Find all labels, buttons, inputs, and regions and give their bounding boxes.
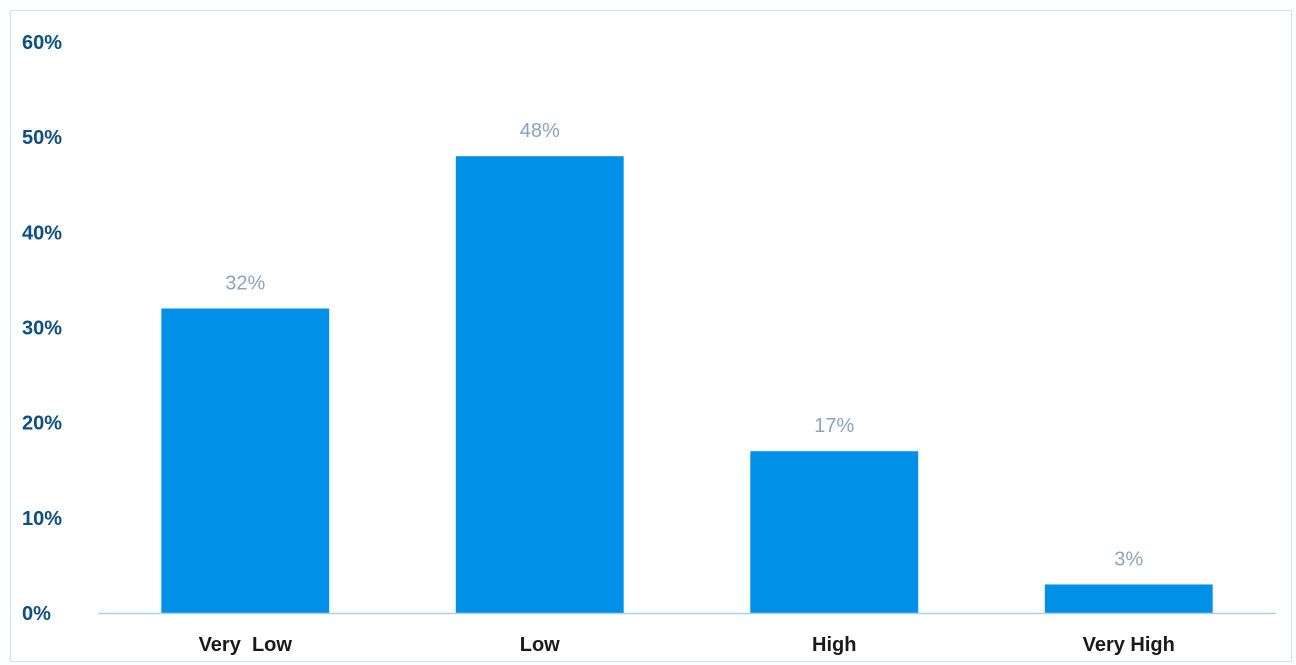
bar [161,308,330,613]
y-tick-label: 10% [22,508,62,530]
data-label: 17% [814,415,854,437]
x-axis-categories: Very Low Low High Very High [199,634,1175,656]
y-tick-label: 30% [22,318,62,340]
x-category-label: Low [520,634,560,656]
data-label: 32% [225,272,265,294]
y-tick-label: 60% [22,32,62,54]
y-axis-ticks: 0% 10% 20% 30% 40% 50% 60% [22,32,62,625]
x-category-label: High [812,634,856,656]
data-label: 3% [1114,548,1143,570]
y-tick-label: 0% [22,603,51,625]
y-tick-label: 40% [22,222,62,244]
bar [455,156,624,613]
x-category-label: Very High [1083,634,1175,656]
bars [161,156,1213,613]
x-category-label: Very Low [199,634,293,656]
y-tick-label: 20% [22,413,62,435]
chart-frame [10,10,1292,662]
bar [1044,584,1213,613]
bar [750,451,919,613]
data-label: 48% [520,120,560,142]
y-tick-label: 50% [22,127,62,149]
data-labels: 32% 48% 17% 3% [225,120,1143,570]
